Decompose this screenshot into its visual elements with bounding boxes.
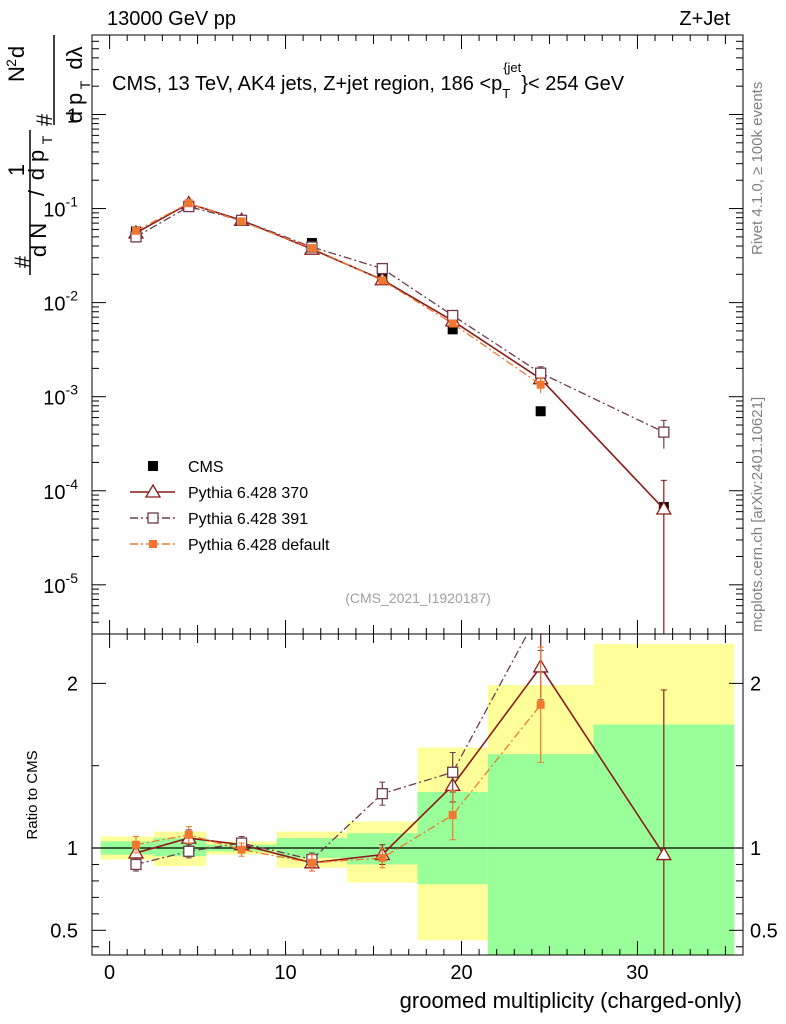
data-point: [378, 276, 387, 285]
svg-text:T: T: [77, 80, 93, 89]
data-point: [237, 217, 246, 226]
ratio-series-2: [131, 646, 545, 872]
ratio-point: [183, 845, 195, 857]
data-point: [131, 226, 140, 235]
main-title: CMS, 13 TeV, AK4 jets, Z+jet region, 186…: [112, 60, 625, 101]
data-point: [658, 426, 670, 438]
series-1: [127, 195, 672, 634]
legend-item: Pythia 6.428 391: [130, 511, 308, 528]
x-axis-label: groomed multiplicity (charged-only): [400, 988, 742, 1013]
series-line: [135, 202, 542, 386]
legend-marker: [144, 483, 162, 498]
header-left: 13000 GeV pp: [107, 8, 236, 30]
y-tick-label: 1: [67, 105, 78, 127]
ratio-uncertainty-bands: [100, 643, 735, 955]
ratio-point: [184, 830, 193, 839]
main-plot-area: [127, 195, 672, 634]
data-point: [307, 244, 316, 253]
data-point: [536, 380, 545, 389]
main-y-label: 1 # d N / d p T d 2 N # d p T dλ: [3, 35, 93, 275]
series-3: [131, 199, 545, 394]
ratio-axes: 0.5 0.51 12 20 10 20 30: [50, 634, 778, 984]
legend-label: Pythia 6.428 391: [188, 511, 308, 528]
legend-label: Pythia 6.428 default: [188, 537, 330, 554]
mcplots-label: mcplots.cern.ch [arXiv:2401.10621]: [749, 397, 766, 632]
legend-marker: [149, 540, 157, 548]
ratio-y-tick-label-right: 2: [750, 673, 761, 695]
legend-marker: [147, 512, 159, 524]
legend: CMS Pythia 6.428 370 Pythia 6.428 391 Pythi…: [130, 459, 330, 554]
data-point: [535, 406, 546, 417]
series-line: [135, 205, 665, 433]
ratio-y-tick-label: 0.5: [50, 920, 78, 942]
svg-text:/: /: [24, 189, 49, 196]
ratio-series-line: [135, 665, 665, 864]
ratio-y-tick-label: 1: [67, 838, 78, 860]
y-tick-label: 10-3: [43, 382, 78, 410]
band-green: [487, 754, 594, 955]
y-tick-label: 10-2: [43, 288, 78, 316]
data-point: [447, 324, 458, 335]
legend-item: Pythia 6.428 default: [130, 537, 330, 554]
legend-item: Pythia 6.428 370: [130, 483, 308, 502]
svg-text:d p: d p: [24, 150, 49, 181]
ratio-point: [447, 766, 459, 778]
ratio-y-tick-label: 2: [67, 673, 78, 695]
legend-marker: [148, 461, 158, 471]
data-point: [535, 367, 547, 379]
legend-label: CMS: [188, 459, 224, 476]
svg-text:d N: d N: [26, 223, 51, 257]
header-right: Z+Jet: [679, 8, 730, 30]
x-tick-label: 30: [626, 962, 648, 984]
ratio-point: [655, 846, 672, 861]
svg-text:#: #: [32, 113, 57, 126]
ratio-point: [131, 840, 140, 849]
ratio-y-tick-label-right: 1: [750, 838, 761, 860]
ratio-frame: [91, 633, 744, 956]
y-tick-label: 10-5: [43, 570, 78, 598]
main-axes: 1 10-1 10-2 10-3 10-4 10-5: [43, 35, 743, 634]
data-point: [376, 262, 388, 275]
ratio-plot-area: [127, 634, 672, 955]
x-tick-label: 20: [450, 962, 472, 984]
ratio-point: [376, 788, 388, 800]
ratio-point: [307, 858, 316, 867]
ratio-point: [130, 858, 142, 871]
x-tick-label: 0: [104, 962, 115, 984]
legend-label: Pythia 6.428 370: [188, 485, 308, 502]
analysis-watermark: (CMS_2021_I1920187): [345, 590, 491, 606]
data-point: [184, 199, 193, 208]
data-point: [447, 309, 459, 322]
ratio-point: [378, 853, 387, 862]
svg-text:dλ: dλ: [62, 46, 87, 69]
svg-text:d: d: [4, 46, 29, 58]
data-point: [448, 319, 457, 328]
y-tick-label: 10-1: [43, 194, 78, 222]
svg-text:2: 2: [3, 59, 19, 67]
ratio-point: [448, 811, 457, 820]
y-tick-label: 10-4: [43, 476, 78, 504]
data-point: [655, 500, 672, 515]
svg-text:N: N: [4, 66, 29, 82]
ratio-y-label: Ratio to CMS: [24, 750, 41, 839]
series-2: [130, 200, 670, 449]
rivet-label: Rivet 4.1.0, ≥ 100k events: [749, 82, 766, 255]
svg-text:1: 1: [4, 164, 29, 176]
ratio-point: [237, 845, 246, 854]
svg-text:#: #: [10, 255, 35, 268]
ratio-point: [536, 700, 545, 709]
svg-text:d p: d p: [62, 93, 87, 124]
x-tick-label: 10: [274, 962, 296, 984]
legend-item: CMS: [148, 459, 224, 476]
ratio-y-tick-label-right: 0.5: [750, 920, 778, 942]
svg-text:T: T: [39, 135, 55, 144]
